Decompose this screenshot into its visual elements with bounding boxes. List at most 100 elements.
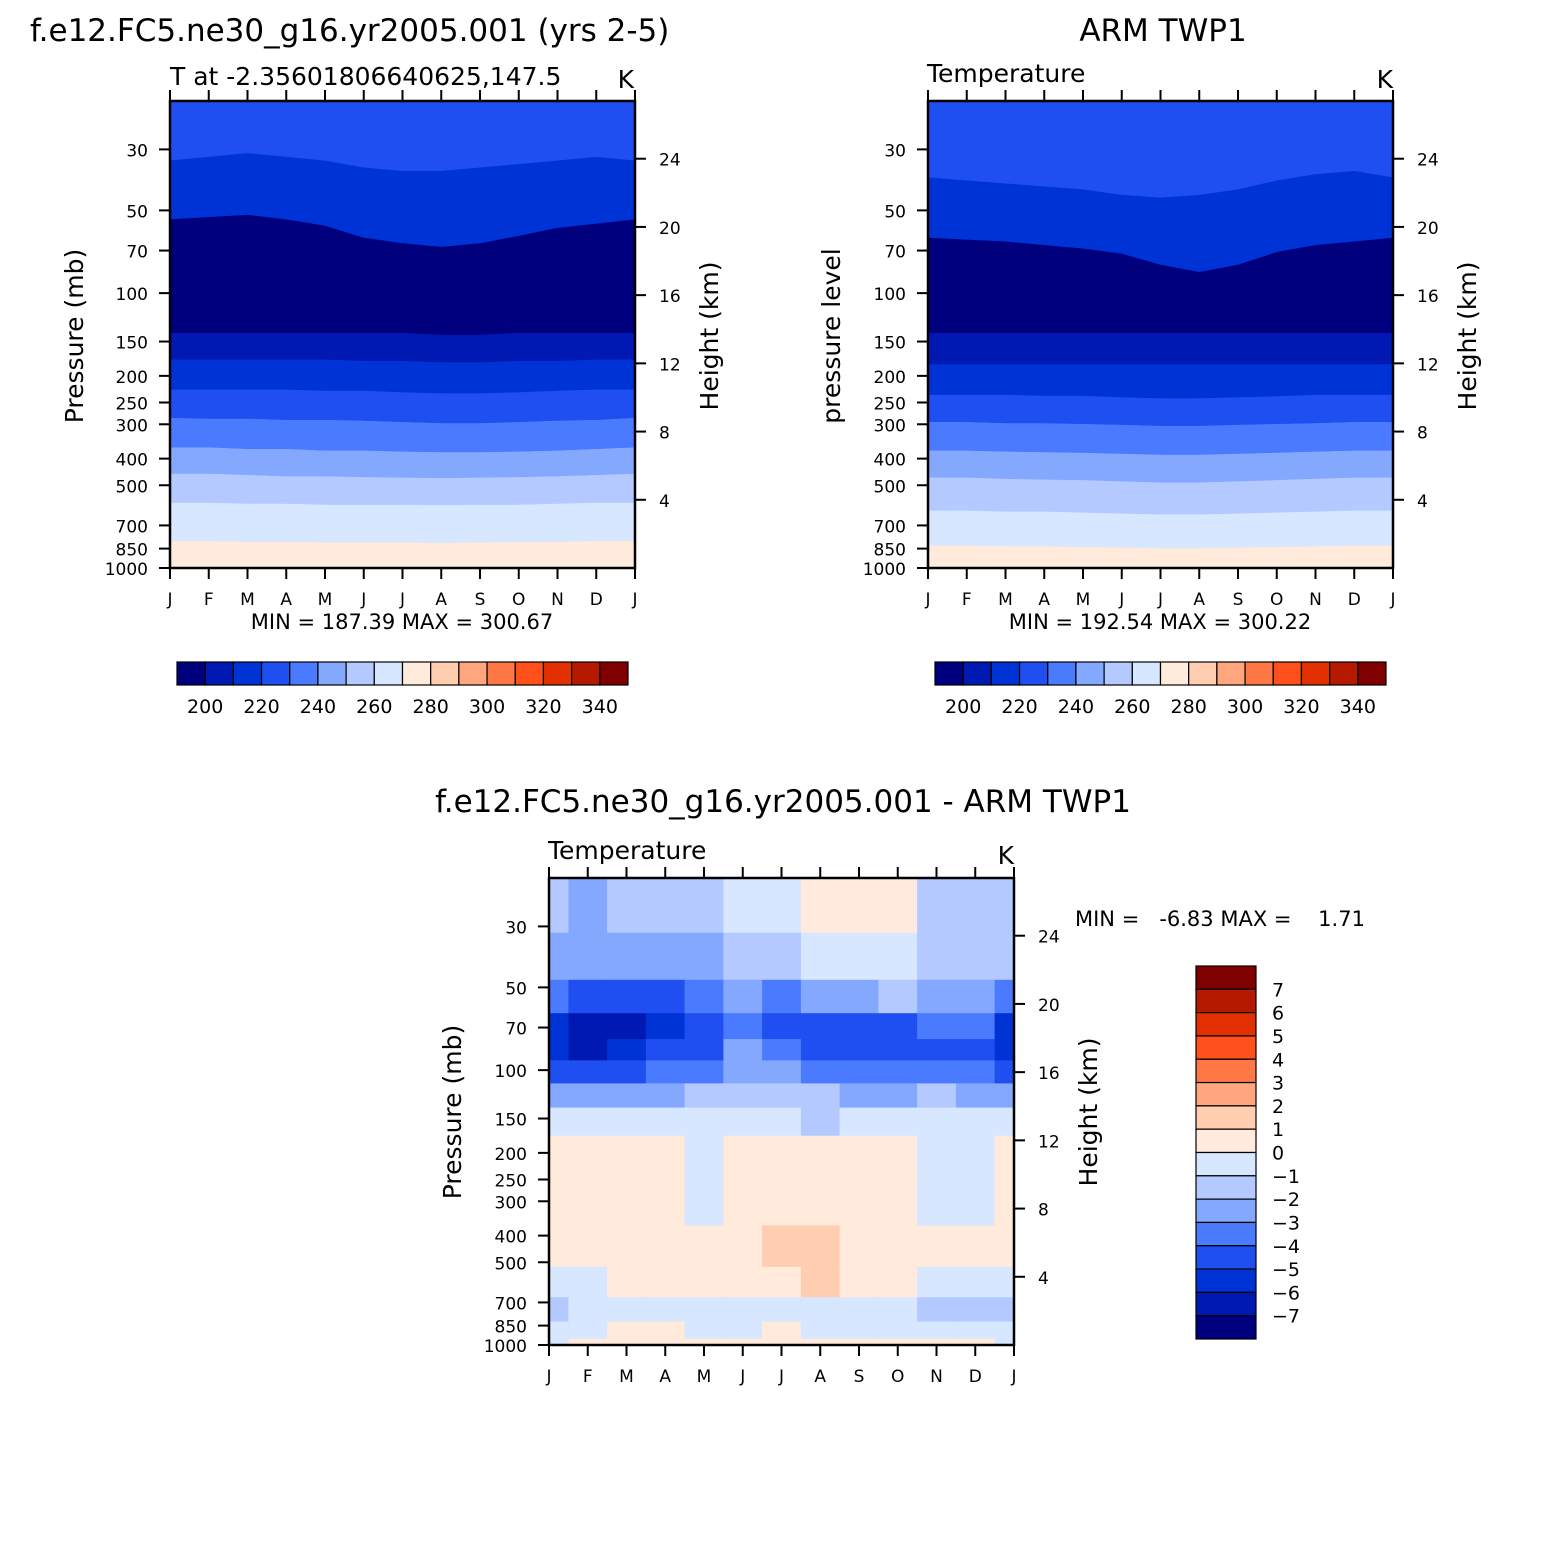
y2-tick-label: 8: [1417, 424, 1428, 444]
diff-cell: [645, 1225, 686, 1268]
diff-cell: [955, 979, 996, 1014]
y-tick-label: 150: [495, 1111, 527, 1131]
x-tick-label: J: [1118, 590, 1124, 610]
diff-cell: [549, 1297, 569, 1323]
diff-cell: [878, 1338, 918, 1345]
diff-cell: [723, 932, 763, 981]
y-tick-label: 850: [874, 541, 906, 561]
diff-cell: [568, 932, 608, 981]
colorbar-swatch: [1195, 1128, 1257, 1154]
y-tick-label: 100: [495, 1062, 527, 1082]
y2-tick-label: 12: [1038, 1132, 1060, 1152]
diff-cell: [607, 1039, 647, 1061]
diff-cell: [645, 1083, 686, 1109]
colorbar-label: 3: [1272, 1073, 1284, 1095]
temperature-band: [928, 450, 1393, 484]
diff-cell: [839, 1321, 879, 1340]
colorbar-label: 200: [945, 696, 981, 718]
colorbar-swatch: [1075, 661, 1105, 686]
colorbar-swatch: [1195, 965, 1257, 990]
diff-cell: [955, 1266, 996, 1298]
y-tick-label: 300: [116, 416, 148, 436]
diff-cell: [762, 1013, 802, 1040]
diff-cell: [684, 1266, 724, 1298]
x-tick-label: M: [318, 590, 333, 610]
colorbar-label: 2: [1272, 1096, 1284, 1118]
diff-cell: [645, 1177, 686, 1227]
y-tick-label: 50: [126, 202, 148, 222]
diff-cell: [955, 1177, 996, 1227]
diff-cell: [762, 932, 802, 981]
diff-cell: [607, 932, 647, 981]
diff-cell: [994, 1039, 1014, 1061]
x-tick-label: M: [697, 1367, 712, 1387]
diff-cell: [723, 1338, 763, 1345]
panel-model-subtitle: T at -2.35601806640625,147.5: [169, 62, 561, 91]
colorbar-swatch: [401, 661, 432, 686]
diff-cell: [549, 1107, 569, 1137]
diff-cell: [568, 1321, 608, 1340]
y-tick-label: 300: [874, 416, 906, 436]
colorbar-swatch: [345, 661, 375, 686]
x-tick-label: O: [1270, 590, 1283, 610]
diff-cell: [839, 1135, 879, 1178]
colorbar-swatch: [204, 661, 234, 686]
y-tick-label: 700: [874, 517, 906, 537]
colorbar-label: 300: [469, 696, 505, 718]
x-tick-label: S: [854, 1367, 865, 1387]
diff-cell: [684, 1177, 724, 1227]
x-tick-label: M: [998, 590, 1013, 610]
x-tick-label: A: [280, 590, 292, 610]
diff-cell: [839, 1177, 879, 1227]
x-tick-label: A: [659, 1367, 671, 1387]
temperature-band: [170, 417, 635, 453]
colorbar-swatch: [260, 661, 291, 686]
panel-model-stats: MIN = 187.39 MAX = 300.67: [251, 610, 553, 634]
x-tick-label: J: [1389, 590, 1395, 610]
diff-cell: [607, 1013, 647, 1040]
colorbar-label: −2: [1272, 1189, 1300, 1211]
diff-cell: [800, 1297, 841, 1323]
diff-cell: [994, 1321, 1014, 1340]
colorbar-label: 240: [1058, 696, 1094, 718]
diff-cell: [684, 1225, 724, 1268]
panel-obs-colorbar: 200 220 240 260 280 300 320 340: [934, 661, 1387, 718]
diff-cell: [994, 1135, 1014, 1178]
diff-cell: [917, 1338, 957, 1345]
diff-cell: [800, 1135, 841, 1178]
colorbar-swatch: [317, 661, 347, 686]
colorbar-swatch: [1195, 1245, 1257, 1270]
y2-tick-label: 16: [1038, 1064, 1060, 1084]
diff-cell: [917, 1083, 957, 1109]
diff-cell: [839, 979, 879, 1014]
colorbar-swatch: [1329, 661, 1359, 686]
y-tick-label: 500: [874, 477, 906, 497]
colorbar-label: 240: [300, 696, 336, 718]
diff-cell: [723, 1039, 763, 1061]
diff-cell: [917, 1321, 957, 1340]
colorbar-label: 1: [1272, 1119, 1284, 1141]
diff-cell: [549, 979, 569, 1014]
colorbar-swatch: [289, 661, 319, 686]
y-tick-label: 30: [126, 141, 148, 161]
y-tick-label: 700: [495, 1294, 527, 1314]
diff-cell: [994, 1297, 1014, 1323]
diff-cell: [878, 1225, 918, 1268]
diff-cell: [762, 979, 802, 1014]
diff-cell: [917, 1135, 957, 1178]
y-tick-label: 850: [495, 1318, 527, 1338]
diff-cell: [762, 1225, 802, 1268]
diff-cell: [723, 1225, 763, 1268]
diff-cell: [549, 1135, 569, 1178]
diff-cell: [917, 878, 957, 934]
y2-tick-label: 12: [1417, 355, 1439, 375]
diff-cell: [684, 1338, 724, 1345]
y2-tick-label: 16: [659, 287, 681, 307]
colorbar-swatch: [1195, 1058, 1257, 1084]
colorbar-label: 320: [525, 696, 561, 718]
diff-cell: [994, 1266, 1014, 1298]
temperature-band: [170, 389, 635, 424]
colorbar-swatch: [514, 661, 545, 686]
diff-cell: [645, 1338, 686, 1345]
